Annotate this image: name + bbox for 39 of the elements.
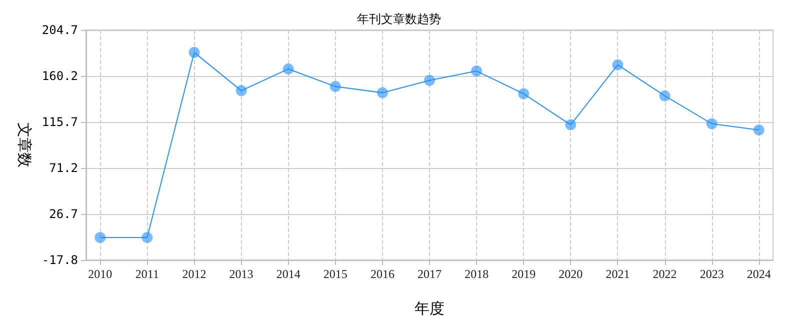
x-tick-label: 2021 bbox=[606, 267, 630, 281]
point bbox=[94, 232, 106, 243]
point bbox=[376, 87, 388, 98]
x-tick-label: 2020 bbox=[558, 267, 583, 281]
point bbox=[236, 85, 247, 96]
y-tick-label: 160.2 bbox=[42, 69, 78, 83]
x-axis-title: 年度 bbox=[414, 300, 445, 318]
point bbox=[753, 124, 764, 136]
x-tick-label: 2017 bbox=[418, 267, 442, 281]
point bbox=[330, 81, 341, 92]
x-tick-label: 2012 bbox=[182, 267, 206, 281]
y-tick-label: 115.7 bbox=[42, 115, 78, 129]
y-tick-label: 26.7 bbox=[49, 207, 78, 221]
point bbox=[518, 88, 530, 100]
x-tick-label: 2014 bbox=[276, 267, 300, 281]
chart-title: 年刊文章数趋势 bbox=[357, 12, 441, 26]
x-tick-label: 2016 bbox=[370, 267, 394, 281]
x-tick-label: 2019 bbox=[512, 267, 536, 281]
y-tick-label: -17.8 bbox=[42, 253, 78, 267]
x-tick-label: 2010 bbox=[88, 267, 112, 281]
x-tick-label: 2023 bbox=[700, 267, 724, 281]
point bbox=[565, 119, 576, 130]
x-tick-label: 2015 bbox=[323, 267, 348, 281]
y-tick-label: 71.2 bbox=[49, 161, 78, 175]
point bbox=[142, 232, 153, 243]
point bbox=[612, 59, 624, 70]
y-axis-title: 文章数 bbox=[16, 122, 32, 168]
point bbox=[706, 118, 718, 130]
point bbox=[188, 46, 200, 58]
x-tick-label: 2011 bbox=[135, 267, 159, 281]
x-tick-label: 2022 bbox=[652, 267, 677, 281]
point bbox=[424, 74, 436, 86]
point bbox=[659, 90, 670, 102]
point bbox=[282, 63, 294, 74]
x-tick-label: 2018 bbox=[464, 267, 489, 281]
point bbox=[471, 66, 482, 77]
y-tick-label: 204.7 bbox=[42, 23, 78, 37]
x-tick-label: 2013 bbox=[229, 267, 254, 281]
x-tick-label: 2024 bbox=[746, 267, 771, 281]
